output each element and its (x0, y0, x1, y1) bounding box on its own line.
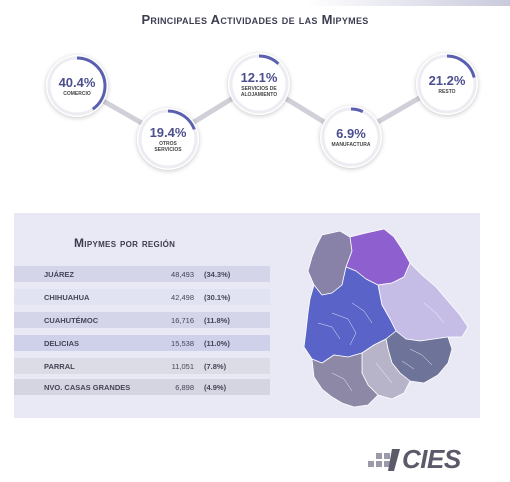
region-count: 11,051 (171, 361, 194, 371)
table-row: PARRAL 11,051 (7.8%) (14, 358, 270, 374)
chihuahua-region-map (303, 228, 469, 408)
activity-circle-otros-servicios: 19.4% Otros Servicios (137, 108, 199, 170)
top-decoration-band (0, 0, 510, 6)
activity-ring-alojamiento (229, 54, 289, 114)
activity-circle-alojamiento: 12.1% Servicios de alojamiento (228, 53, 290, 115)
activity-value: 6.9% (336, 126, 366, 141)
map-region-south-west (311, 352, 379, 408)
activity-value: 40.4% (58, 75, 96, 90)
activity-circle-resto: 21.2% Resto (416, 53, 478, 115)
cies-logo-mark-icon (368, 448, 400, 471)
region-name: CUAHUTÉMOC (44, 315, 99, 325)
activity-value: 12.1% (240, 70, 278, 85)
region-panel-title: Mipymes por región (74, 236, 176, 250)
region-panel: Mipymes por región JUÁREZ 48,493 (34.3%)… (14, 213, 480, 418)
activity-label: Manufactura (331, 142, 371, 148)
page-title: Principales Actividades de las Mipymes (141, 12, 369, 27)
cies-logo: CIES (366, 444, 461, 475)
region-share: (11.8%) (204, 315, 230, 325)
activity-ring-resto (417, 54, 477, 114)
table-row: DELICIAS 15,538 (11.0%) (14, 335, 270, 351)
activity-value: 19.4% (149, 125, 187, 140)
activity-ring-comercio (47, 56, 107, 116)
activity-circle-comercio: 40.4% Comercio (46, 55, 108, 117)
activity-value: 21.2% (428, 73, 466, 88)
region-share: (11.0%) (204, 338, 230, 348)
activity-ring-otros-servicios (138, 109, 198, 169)
region-share: (30.1%) (204, 292, 231, 302)
region-share: (34.3%) (204, 269, 231, 279)
region-share: (4.9%) (204, 382, 227, 392)
region-share: (7.8%) (204, 361, 227, 371)
activity-ring-manufactura (321, 107, 381, 167)
activity-label: Comercio (63, 91, 91, 97)
cies-logo-text: CIES (402, 444, 461, 474)
activity-circle-manufactura: 6.9% Manufactura (320, 106, 382, 168)
table-row: NVO. CASAS GRANDES 6,898 (4.9%) (14, 379, 270, 395)
region-count: 6,898 (175, 382, 194, 392)
region-count: 16,716 (171, 315, 194, 325)
region-name: NVO. CASAS GRANDES (44, 382, 131, 392)
table-row: JUÁREZ 48,493 (34.3%) (14, 266, 270, 282)
region-name: CHIHUAHUA (44, 292, 90, 302)
region-count: 48,493 (171, 269, 194, 279)
activity-label: Servicios de alojamiento (240, 86, 278, 98)
region-name: JUÁREZ (44, 269, 75, 279)
table-row: CUAHUTÉMOC 16,716 (11.8%) (14, 312, 270, 328)
table-row: CHIHUAHUA 42,498 (30.1%) (14, 289, 270, 305)
region-name: PARRAL (44, 361, 75, 371)
region-count: 15,538 (171, 338, 194, 348)
activity-label: Resto (438, 89, 456, 95)
region-name: DELICIAS (44, 338, 80, 348)
activity-label: Otros Servicios (154, 141, 182, 153)
region-count: 42,498 (171, 292, 194, 302)
